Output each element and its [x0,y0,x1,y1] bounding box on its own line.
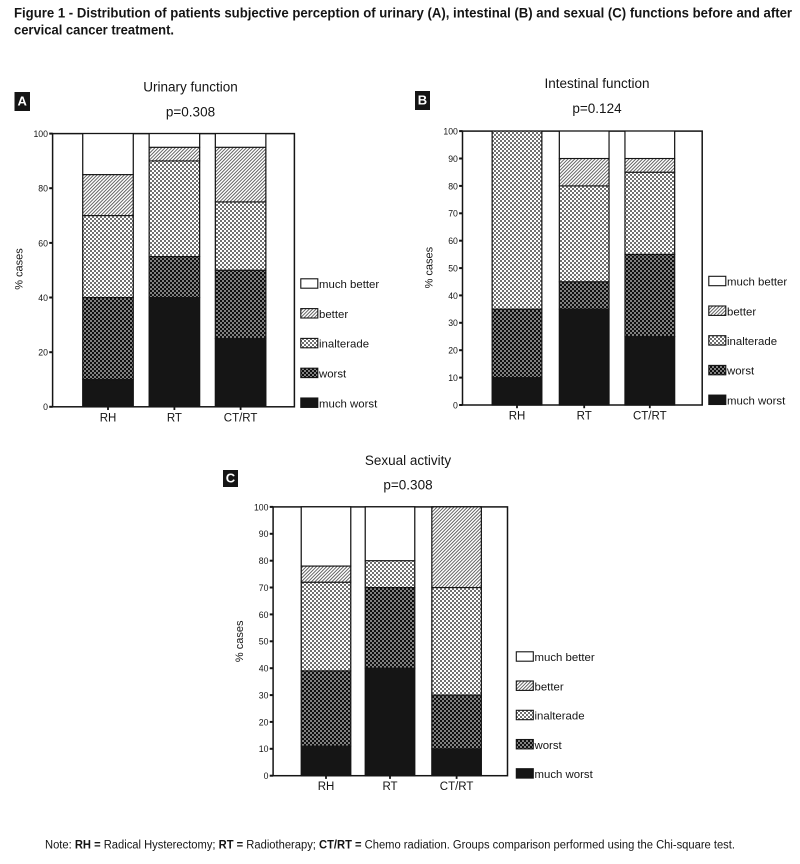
svg-text:20: 20 [259,717,269,728]
svg-text:70: 70 [448,209,458,220]
svg-text:CT/RT: CT/RT [633,410,667,422]
svg-text:much better: much better [319,279,379,291]
svg-text:better: better [535,681,564,693]
svg-text:% cases: % cases [234,620,246,662]
svg-text:Urinary function: Urinary function [143,80,238,95]
svg-text:much worst: much worst [319,398,378,410]
svg-text:50: 50 [259,637,269,648]
svg-text:much better: much better [727,277,787,289]
svg-text:60: 60 [448,236,458,247]
svg-text:A: A [18,94,28,109]
svg-text:Note: RH = Radical Hysterectom: Note: RH = Radical Hysterectomy; RT = Ra… [45,839,735,851]
svg-text:10: 10 [448,373,458,384]
svg-text:80: 80 [448,181,458,192]
svg-text:RH: RH [100,413,117,425]
svg-text:% cases: % cases [423,246,435,288]
svg-text:50: 50 [448,263,458,274]
svg-text:much worst: much worst [535,769,594,781]
svg-text:60: 60 [259,610,269,621]
svg-text:B: B [418,93,427,108]
svg-text:20: 20 [38,348,48,359]
svg-text:cervical cancer treatment.: cervical cancer treatment. [14,22,174,38]
svg-text:40: 40 [259,664,269,675]
svg-text:80: 80 [38,184,48,195]
svg-text:worst: worst [726,366,755,378]
svg-text:0: 0 [264,771,269,782]
svg-text:Intestinal function: Intestinal function [544,76,649,91]
svg-text:30: 30 [448,318,458,329]
svg-text:70: 70 [259,583,269,594]
svg-text:much better: much better [535,652,595,664]
svg-text:40: 40 [448,291,458,302]
svg-text:p=0.308: p=0.308 [166,105,215,120]
svg-text:worst: worst [318,369,347,381]
svg-text:100: 100 [254,502,269,513]
svg-text:% cases: % cases [13,248,25,290]
svg-text:90: 90 [259,529,269,540]
svg-text:RH: RH [509,410,526,422]
svg-text:RT: RT [382,781,397,793]
svg-text:Figure 1 - Distribution of pat: Figure 1 - Distribution of patients subj… [14,5,793,21]
svg-text:p=0.308: p=0.308 [383,478,432,493]
svg-text:CT/RT: CT/RT [224,413,258,425]
svg-text:100: 100 [443,127,458,138]
svg-text:inalterade: inalterade [535,711,585,723]
svg-text:30: 30 [259,691,269,702]
svg-text:RH: RH [318,781,335,793]
svg-text:60: 60 [38,238,48,249]
svg-text:80: 80 [259,556,269,567]
svg-text:worst: worst [534,740,563,752]
svg-text:p=0.124: p=0.124 [572,101,622,116]
svg-text:inalterade: inalterade [727,336,777,348]
svg-text:0: 0 [453,400,458,411]
svg-text:Sexual activity: Sexual activity [365,453,452,468]
svg-text:much worst: much worst [727,395,786,407]
svg-text:100: 100 [33,129,48,140]
svg-text:CT/RT: CT/RT [440,781,474,793]
svg-text:inalterade: inalterade [319,339,369,351]
svg-text:10: 10 [259,744,269,755]
svg-text:0: 0 [43,402,48,413]
svg-text:C: C [226,471,236,486]
svg-text:20: 20 [448,346,458,357]
svg-text:90: 90 [448,154,458,165]
svg-text:better: better [727,306,756,318]
svg-text:RT: RT [167,413,182,425]
svg-text:40: 40 [38,293,48,304]
svg-text:RT: RT [577,410,592,422]
svg-text:better: better [319,309,348,321]
